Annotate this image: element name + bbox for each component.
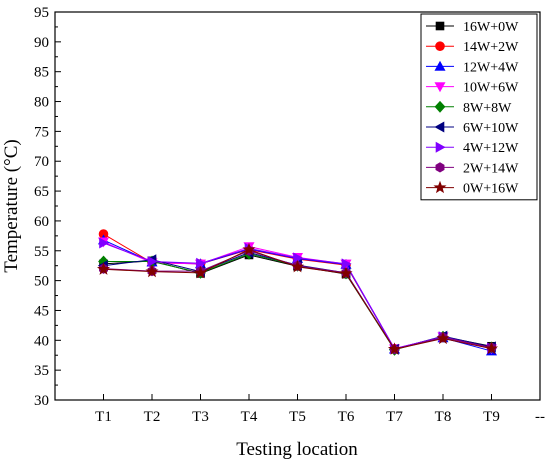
legend-marker [435, 141, 446, 153]
y-tick-label: 85 [34, 65, 49, 81]
x-tick-label: T7 [386, 409, 403, 425]
data-point [290, 260, 305, 273]
legend-entry: 16W+0W [426, 20, 519, 35]
x-tick-label: T5 [289, 409, 306, 425]
y-tick-label: 30 [34, 393, 49, 409]
legend-entry: 8W+8W [426, 101, 512, 116]
series-0w-16w [96, 242, 499, 355]
legend-label: 14W+2W [463, 40, 519, 55]
legend-marker [435, 162, 445, 173]
y-tick-label: 70 [34, 154, 49, 170]
legend-marker [434, 121, 445, 133]
data-point [341, 258, 352, 270]
y-tick-label: 95 [34, 5, 49, 21]
x-tick-label: -- [535, 409, 545, 425]
legend-label: 12W+4W [463, 60, 519, 75]
y-axis-title: Temperature (°C) [1, 139, 22, 272]
x-tick-label: T1 [95, 409, 112, 425]
y-tick-label: 35 [34, 363, 49, 379]
y-tick-label: 40 [34, 333, 49, 349]
data-point [293, 252, 304, 264]
legend-label: 0W+16W [463, 182, 519, 197]
series-12w-4w [97, 234, 498, 356]
legend-entry: 12W+4W [426, 60, 519, 75]
data-point [96, 262, 111, 275]
x-tick-label: T6 [338, 409, 355, 425]
data-point [339, 266, 353, 279]
legend-label: 10W+6W [463, 81, 519, 96]
y-tick-label: 60 [34, 214, 49, 230]
data-point [387, 342, 402, 355]
y-tick-label: 55 [34, 244, 49, 260]
legend-marker [435, 41, 445, 52]
data-point [196, 257, 207, 269]
legend-label: 2W+14W [463, 161, 519, 176]
legend-entry: 10W+6W [426, 81, 519, 96]
data-point [484, 341, 499, 355]
y-tick-label: 90 [34, 35, 49, 51]
x-tick-label: T3 [192, 409, 209, 425]
y-tick-label: 80 [34, 95, 49, 111]
series-layer [96, 229, 499, 356]
legend-entry: 14W+2W [426, 40, 519, 55]
legend-marker [434, 82, 446, 93]
legend-entry: 4W+12W [426, 141, 519, 156]
x-tick-label: T9 [483, 409, 500, 425]
legend-marker [435, 21, 445, 31]
data-point [193, 265, 208, 279]
legend-marker [433, 180, 447, 194]
legend-marker [434, 60, 446, 71]
legend-label: 16W+0W [463, 20, 519, 35]
x-tick-label: T2 [144, 409, 161, 425]
data-point [99, 237, 110, 249]
y-axis: 30 35 40 45 50 55 60 65 70 75 80 85 90 95 [34, 5, 61, 409]
y-tick-label: 45 [34, 303, 49, 319]
legend-entry: 2W+14W [426, 161, 519, 176]
x-axis: T1 T2 T3 T4 T5 T6 T7 T8 T9 -- [95, 394, 545, 425]
legend-label: 8W+8W [463, 101, 512, 116]
y-tick-label: 50 [34, 274, 49, 290]
y-tick-label: 75 [34, 124, 49, 140]
series-14w-2w [98, 229, 497, 354]
series-4w-12w [99, 237, 498, 355]
legend-entry: 6W+10W [426, 121, 519, 136]
legend-entry: 0W+16W [426, 180, 519, 197]
data-point [436, 331, 450, 345]
y-tick-label: 65 [34, 184, 49, 200]
data-point [145, 264, 159, 278]
legend-label: 4W+12W [463, 141, 519, 156]
legend: 16W+0W 14W+2W 12W+4W 10W+6W 8W+8W 6W+10W 4W+12… [420, 13, 538, 201]
data-point [242, 242, 256, 256]
series-line [103, 233, 492, 350]
x-axis-title: Testing location [236, 439, 358, 460]
data-point [147, 256, 158, 268]
legend-marker [434, 100, 446, 113]
x-tick-label: T8 [435, 409, 452, 425]
x-tick-label: T4 [241, 409, 258, 425]
legend-label: 6W+10W [463, 121, 519, 136]
